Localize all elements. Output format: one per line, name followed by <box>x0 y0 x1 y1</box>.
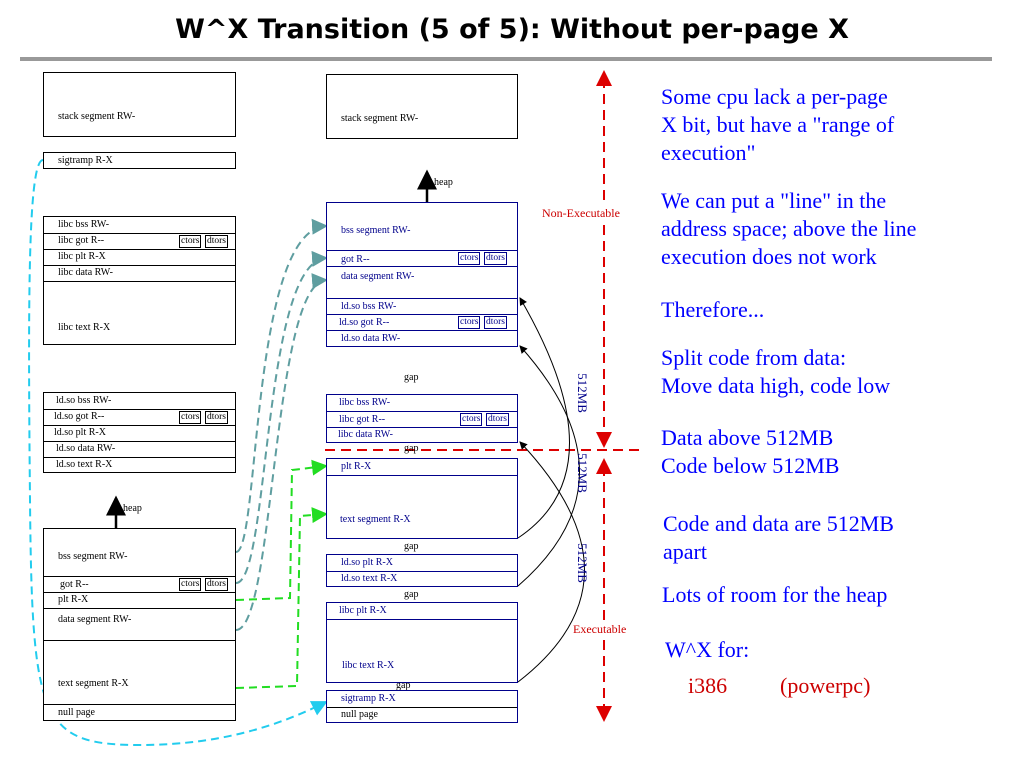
dtors-tag: dtors <box>205 235 228 248</box>
dtors-tag: dtors <box>205 411 228 424</box>
heap-arrows <box>106 169 437 528</box>
mid-ldso-text: ld.so plt R-X ld.so text R-X <box>326 554 518 587</box>
sigtramp-link <box>28 159 328 747</box>
data-links <box>235 218 328 631</box>
mid-data-segments: bss segment RW- got R-- ctors dtors data … <box>326 202 518 347</box>
ctors-tag: ctors <box>179 235 202 248</box>
mid-stack-segment: stack segment RW- <box>326 74 518 139</box>
platform-powerpc: (powerpc) <box>780 673 871 698</box>
gap-label: gap <box>404 372 419 383</box>
bullet-text: We can put a "line" in the address space… <box>661 188 917 269</box>
left-ldso-segments: ld.so bss RW- ld.so got R-- ctors dtors l… <box>43 392 236 473</box>
mid-low-segments: sigtramp R-X null page <box>326 690 518 723</box>
size-label: 512MB <box>574 373 590 413</box>
left-libc-segments: libc bss RW- libc got R-- ctors dtors lib… <box>43 216 236 345</box>
bullet-text: W^X for: <box>665 637 750 662</box>
bullet-text: Some cpu lack a per-page X bit, but have… <box>661 84 895 165</box>
dtors-tag: dtors <box>486 413 509 426</box>
bullet-text: Lots of room for the heap <box>662 582 888 607</box>
title-underline <box>20 57 992 61</box>
left-sigtramp: sigtramp R-X <box>43 152 236 169</box>
mid-libc-text: libc plt R-X libc text R-X <box>326 602 518 683</box>
gap-label: gap <box>396 680 411 691</box>
left-heap-label: heap <box>123 503 142 514</box>
code-links <box>235 459 328 689</box>
size-label: 512MB <box>574 453 590 493</box>
gap-label: gap <box>404 589 419 600</box>
left-main-segments: bss segment RW- got R-- ctors dtors plt R… <box>43 528 236 721</box>
bullet-text: Data above 512MB Code below 512MB <box>661 425 840 478</box>
ctors-tag: ctors <box>179 578 202 591</box>
bullet-text: Code and data are 512MB apart <box>663 511 894 564</box>
mid-libc-data: libc bss RW- libc got R-- ctors dtors lib… <box>326 394 518 443</box>
ctors-tag: ctors <box>458 316 481 329</box>
mid-heap-label: heap <box>434 177 453 188</box>
bullet-text: Therefore... <box>661 297 765 322</box>
ctors-tag: ctors <box>458 252 481 265</box>
dtors-tag: dtors <box>205 578 228 591</box>
dtors-tag: dtors <box>484 252 507 265</box>
left-stack-segment: stack segment RW- <box>43 72 236 137</box>
platform-i386: i386 <box>688 673 728 698</box>
512mb-arcs <box>517 297 585 683</box>
bullet-text: Split code from data: Move data high, co… <box>661 345 891 398</box>
gap-label: gap <box>404 443 419 454</box>
slide-title: W^X Transition (5 of 5): Without per-pag… <box>175 14 849 45</box>
gap-label: gap <box>404 541 419 552</box>
executable-label: Executable <box>573 622 627 637</box>
ctors-tag: ctors <box>179 411 202 424</box>
size-label: 512MB <box>574 543 590 583</box>
mid-text-segments: plt R-X text segment R-X <box>326 458 518 539</box>
non-executable-label: Non-Executable <box>542 206 620 221</box>
ctors-tag: ctors <box>460 413 483 426</box>
dtors-tag: dtors <box>484 316 507 329</box>
execution-line <box>325 70 640 722</box>
